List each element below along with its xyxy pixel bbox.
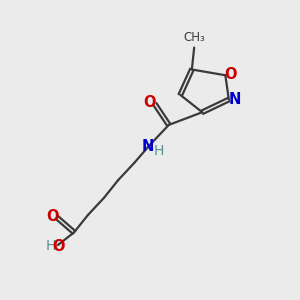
Text: N: N <box>228 92 241 107</box>
Text: CH₃: CH₃ <box>183 31 205 44</box>
Text: O: O <box>46 209 59 224</box>
Text: O: O <box>224 67 237 82</box>
Text: H: H <box>154 144 164 158</box>
Text: H: H <box>45 239 56 253</box>
Text: O: O <box>144 95 156 110</box>
Text: N: N <box>142 139 154 154</box>
Text: O: O <box>52 239 65 254</box>
